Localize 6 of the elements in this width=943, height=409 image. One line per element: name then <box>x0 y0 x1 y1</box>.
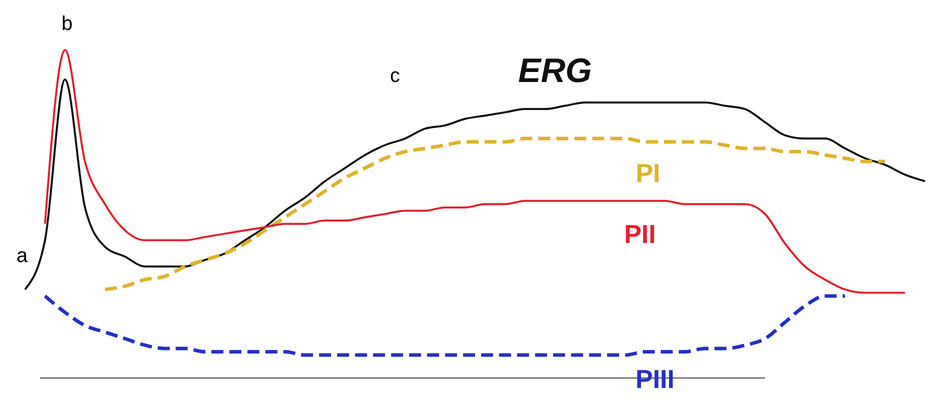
annotation: c <box>390 65 400 87</box>
series-label: PII <box>624 219 656 249</box>
annotation: a <box>16 245 28 267</box>
text: b <box>61 13 73 35</box>
series-label: ERG <box>518 52 592 90</box>
series-label: PI <box>636 158 660 188</box>
